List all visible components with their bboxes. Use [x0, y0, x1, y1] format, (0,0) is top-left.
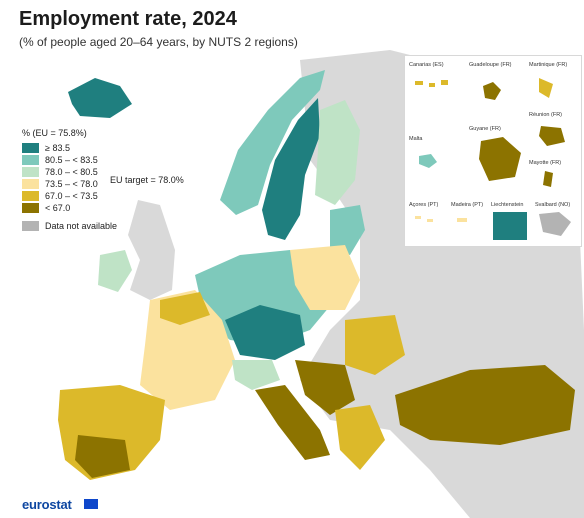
- region-romania[interactable]: [345, 315, 405, 375]
- map-title: Employment rate, 2024: [19, 8, 237, 30]
- inset-svalbard-shape: [539, 212, 571, 236]
- region-alpine-core[interactable]: [225, 305, 305, 360]
- region-finland[interactable]: [315, 100, 360, 205]
- region-italy-south[interactable]: [255, 385, 330, 460]
- legend-label-4: 73.5 – < 78.0: [45, 179, 98, 189]
- legend-swatch-na: [22, 221, 39, 231]
- legend-item-6: < 67.0: [22, 202, 117, 214]
- inset-madeira-label: Madeira (PT): [451, 202, 484, 208]
- inset-guyane-shape: [479, 137, 521, 181]
- inset-canarias-label: Canarias (ES): [409, 62, 444, 68]
- legend-item-2: 80.5 – < 83.5: [22, 154, 117, 166]
- legend-label-2: 80.5 – < 83.5: [45, 155, 98, 165]
- map-legend: % (EU = 75.8%) ≥ 83.5 80.5 – < 83.5 78.0…: [22, 128, 117, 232]
- legend-swatch-4: [22, 179, 39, 189]
- inset-malta-label: Malta: [409, 136, 423, 142]
- inset-svalbard-label: Svalbard (NO): [535, 202, 571, 208]
- inset-acores-shape: [415, 216, 433, 222]
- legend-swatch-2: [22, 155, 39, 165]
- legend-item-na: Data not available: [22, 220, 117, 232]
- legend-item-1: ≥ 83.5: [22, 142, 117, 154]
- eu-target-note: EU target = 78.0%: [110, 175, 184, 185]
- region-ireland[interactable]: [98, 250, 132, 292]
- region-france[interactable]: [140, 290, 235, 410]
- inset-guadeloupe-label: Guadeloupe (FR): [469, 62, 512, 68]
- region-italy-north[interactable]: [232, 360, 280, 390]
- inset-liechtenstein-shape: [493, 212, 527, 240]
- inset-acores-label: Açores (PT): [409, 202, 439, 208]
- region-greece[interactable]: [335, 405, 385, 470]
- legend-label-3: 78.0 – < 80.5: [45, 167, 98, 177]
- inset-martinique-label: Martinique (FR): [529, 62, 568, 68]
- inset-madeira-shape: [457, 218, 467, 222]
- inset-malta-shape: [419, 154, 437, 168]
- inset-canarias-shape: [415, 80, 448, 87]
- legend-swatch-1: [22, 143, 39, 153]
- legend-item-3: 78.0 – < 80.5: [22, 166, 117, 178]
- legend-swatch-3: [22, 167, 39, 177]
- insets-graphics: [415, 78, 571, 240]
- legend-heading: % (EU = 75.8%): [22, 128, 87, 138]
- region-norway[interactable]: [220, 70, 325, 215]
- inset-mayotte-shape: [543, 171, 553, 187]
- inset-guyane-label: Guyane (FR): [469, 126, 501, 132]
- insets-panel: Canarias (ES) Guadeloupe (FR) Martinique…: [404, 55, 582, 247]
- uk-shape: [128, 200, 175, 300]
- region-turkiye[interactable]: [395, 365, 575, 445]
- legend-swatch-6: [22, 203, 39, 213]
- region-baltics[interactable]: [330, 205, 365, 255]
- legend-item-5: 67.0 – < 73.5: [22, 190, 117, 202]
- legend-label-1: ≥ 83.5: [45, 143, 70, 153]
- region-andalucia[interactable]: [75, 435, 130, 478]
- legend-label-na: Data not available: [45, 221, 118, 231]
- region-balkans[interactable]: [295, 360, 355, 415]
- region-france-north[interactable]: [160, 292, 210, 325]
- map-subtitle: (% of people aged 20–64 years, by NUTS 2…: [19, 35, 298, 49]
- inset-mayotte-label: Mayotte (FR): [529, 160, 562, 166]
- region-sweden[interactable]: [262, 98, 320, 240]
- legend-item-4: 73.5 – < 78.0: [22, 178, 117, 190]
- inset-martinique-shape: [539, 78, 553, 98]
- legend-label-6: < 67.0: [45, 203, 71, 213]
- inset-guadeloupe-shape: [483, 82, 501, 100]
- inset-liechtenstein-label: Liechtenstein: [491, 202, 524, 208]
- legend-label-5: 67.0 – < 73.5: [45, 191, 98, 201]
- inset-reunion-label: Réunion (FR): [529, 112, 563, 118]
- eurostat-logo: eurostat: [22, 497, 72, 512]
- region-poland[interactable]: [290, 245, 360, 310]
- legend-swatch-5: [22, 191, 39, 201]
- inset-reunion-shape: [539, 126, 565, 146]
- eu-flag-icon: [84, 499, 98, 509]
- region-iceland[interactable]: [68, 78, 132, 118]
